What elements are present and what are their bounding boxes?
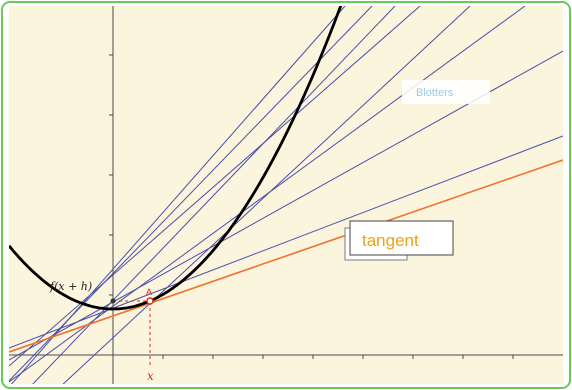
tangent-line (9, 159, 563, 353)
y-axis-point[interactable] (110, 298, 116, 304)
blotters-label: Blotters (416, 87, 454, 99)
secant-line (10, 6, 346, 384)
point-a[interactable] (146, 297, 154, 305)
secant-line (9, 6, 421, 367)
axis-ticks (109, 54, 514, 359)
function-label: f(x + h) (49, 280, 92, 293)
function-curve (9, 6, 343, 311)
tangent-label: tangent (362, 231, 419, 250)
plot-background (9, 6, 563, 384)
secant-line (62, 6, 471, 384)
point-a-label: A (146, 287, 152, 297)
x-marker-label: x (147, 369, 154, 383)
blotters-label-box (402, 80, 490, 104)
tangent-label-box (349, 220, 454, 256)
